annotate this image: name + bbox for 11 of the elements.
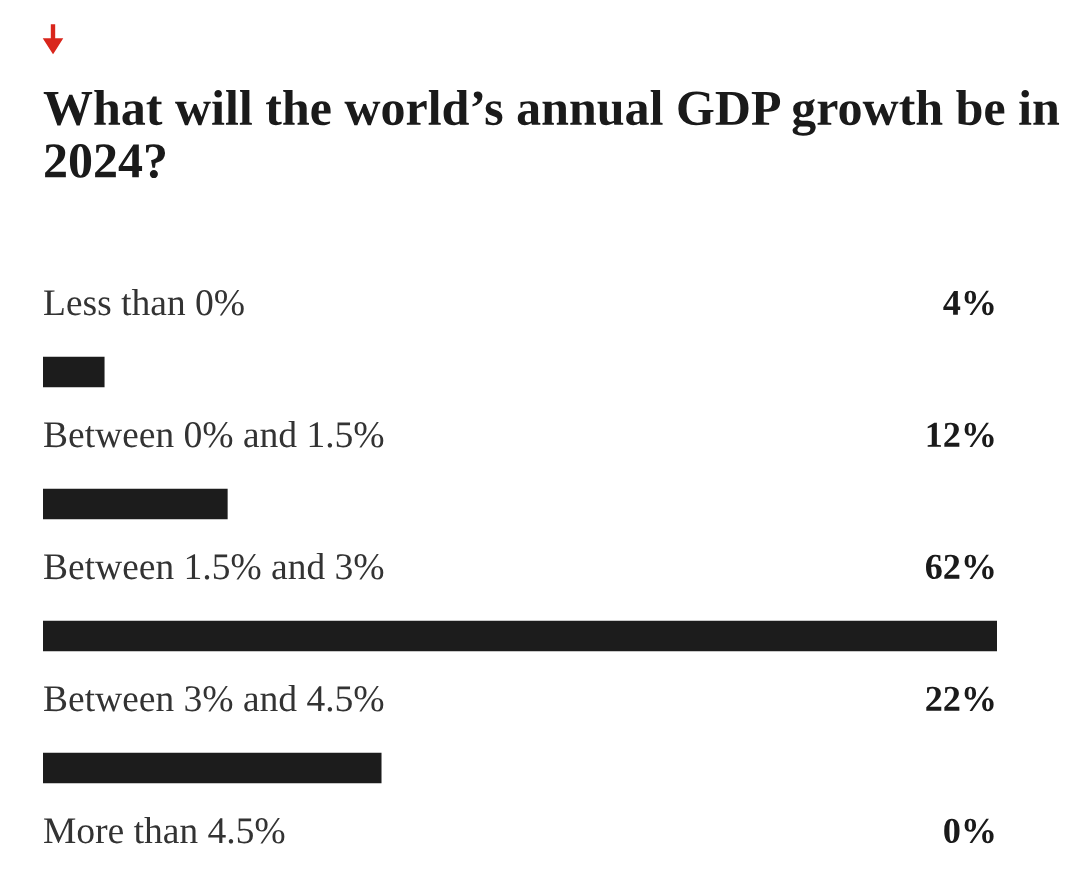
y-tick-label: Between 0% and 1.5% [44,421,384,448]
data-label: 22% [926,686,994,712]
y-tick-label: Less than 0% [44,289,244,316]
data-label: 62% [926,554,994,580]
data-label: 0% [944,818,994,844]
data-label: 12% [927,422,994,448]
y-tick-label: Between 3% and 4.5% [44,685,384,712]
chart-title: What will the world’s annual GDP growth be in 2024? [43,90,1060,179]
y-tick-label: Between 1.5% and 3% [44,553,384,580]
data-label: 4% [943,290,994,316]
y-tick-label: More than 4.5% [44,817,285,844]
